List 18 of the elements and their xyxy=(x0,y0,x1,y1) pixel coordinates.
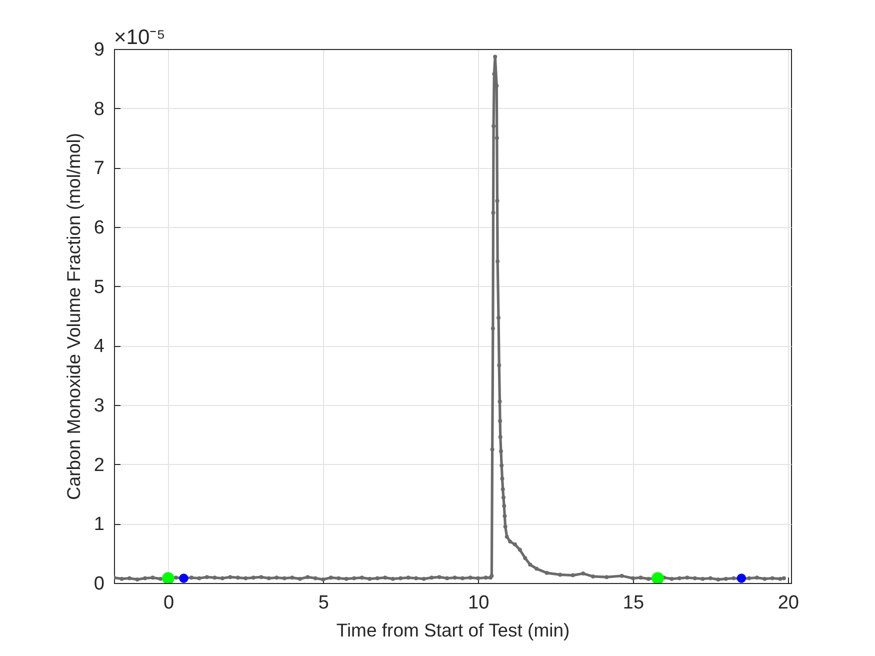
x-tick-label: 15 xyxy=(622,592,644,614)
x-tick-label: 20 xyxy=(778,592,799,614)
x-tick-label: 5 xyxy=(318,592,329,614)
y-tick-label: 5 xyxy=(94,276,104,298)
x-tick-label: 0 xyxy=(163,592,174,614)
y-tick-label: 3 xyxy=(94,396,104,416)
y-axis-title: Carbon Monoxide Volume Fraction (mol/mol) xyxy=(62,132,84,500)
x-tick-label: 10 xyxy=(468,592,490,614)
y-tick-label: 6 xyxy=(94,218,104,238)
x-axis-title: Time from Start of Test (min) xyxy=(336,620,570,640)
y-tick-label: 8 xyxy=(94,98,104,120)
y-tick-label: 9 xyxy=(94,40,104,60)
y-tick-label: 2 xyxy=(94,454,104,476)
y-tick-label: 7 xyxy=(94,158,104,180)
text: ×10⁻⁵ xyxy=(114,26,166,49)
y-tick-label: 0 xyxy=(94,574,104,594)
y-tick-label: 4 xyxy=(94,336,105,358)
y-tick-label: 1 xyxy=(94,514,104,536)
